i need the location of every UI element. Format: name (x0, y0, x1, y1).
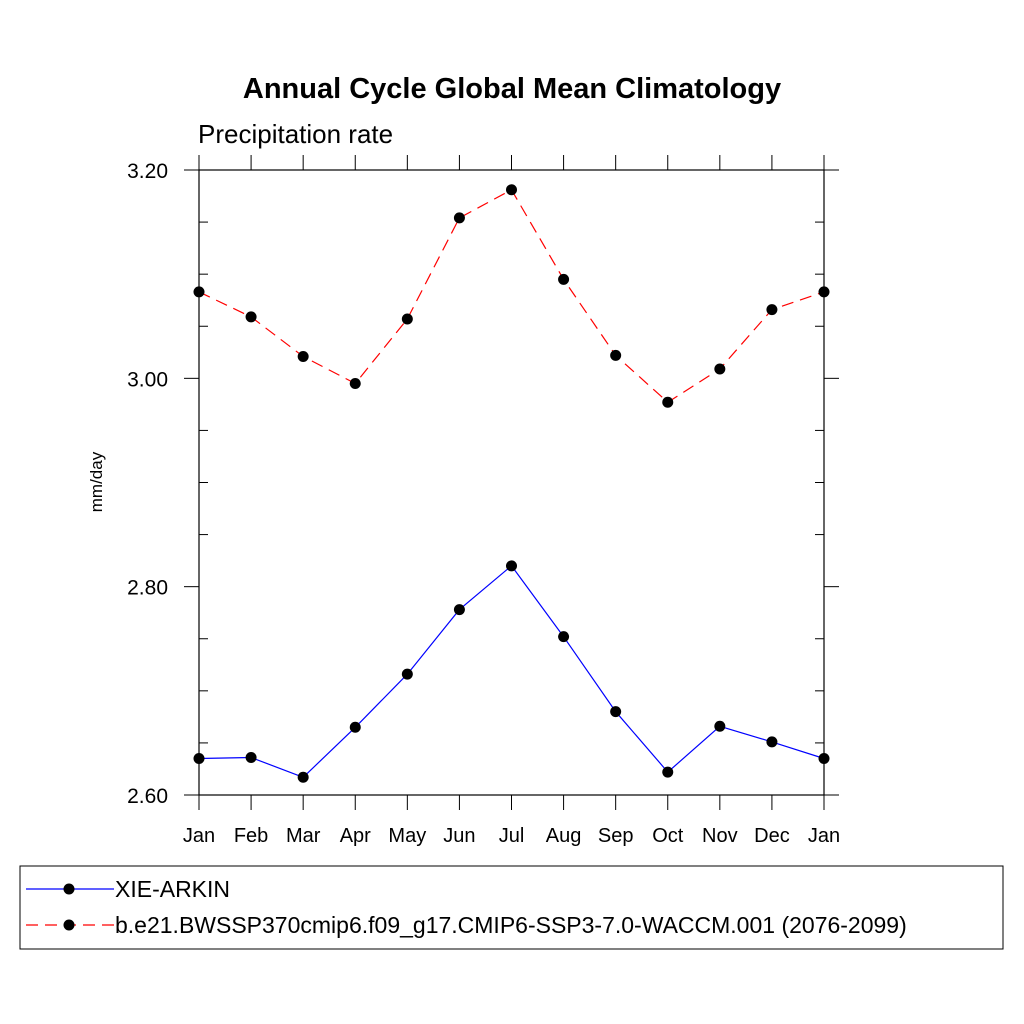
x-tick-label: May (388, 825, 426, 847)
x-tick-label: Feb (234, 825, 268, 847)
y-tick-label: 2.80 (127, 577, 168, 600)
series-1-point (453, 212, 465, 224)
series-0-point (662, 766, 674, 778)
x-tick-label: Jun (443, 825, 475, 847)
series-0-point (558, 631, 570, 643)
series-0-point (349, 721, 361, 733)
legend-label-0: XIE-ARKIN (115, 876, 230, 902)
x-tick-label: Oct (652, 825, 684, 847)
series-1-point (349, 378, 361, 390)
y-tick-label: 2.60 (127, 785, 168, 808)
series-0-point (193, 753, 205, 765)
series-layer (193, 184, 830, 783)
legend: XIE-ARKIN b.e21.BWSSP370cmip6.f09_g17.CMI… (26, 876, 907, 938)
series-1-point (297, 350, 309, 362)
series-1-point (401, 313, 413, 325)
series-0-point (610, 706, 622, 718)
x-tick-label: Mar (286, 825, 321, 847)
series-1-point (506, 184, 517, 196)
x-tick-label: Dec (754, 825, 790, 847)
y-axis-label: mm/day (87, 451, 106, 512)
legend-marker-0 (63, 883, 75, 895)
x-tick-label: Sep (598, 825, 634, 847)
legend-box (19, 865, 1004, 950)
axis-ticks: Jan Feb Mar Apr May Jun Jul Aug Sep Oct Nov Dec Jan 2… (127, 155, 840, 847)
y-tick-label: 3.00 (127, 368, 168, 391)
series-0-point (245, 752, 257, 763)
y-tick-label: 3.20 (127, 160, 168, 183)
series-1-point (818, 286, 830, 298)
series-1-point (714, 363, 726, 375)
chart-title: Annual Cycle Global Mean Climatology (243, 73, 781, 105)
series-line-1 (198, 188, 825, 404)
x-tick-label: Jan (183, 825, 215, 847)
legend-marker-1 (63, 919, 75, 931)
chart-subtitle: Precipitation rate (198, 119, 393, 149)
x-tick-label: Apr (340, 825, 371, 847)
legend-label-1: b.e21.BWSSP370cmip6.f09_g17.CMIP6-SSP3-7… (115, 912, 907, 938)
series-1-point (662, 396, 674, 408)
x-tick-label: Jan (808, 825, 840, 847)
plot-frame (198, 169, 825, 796)
series-1-point (610, 349, 622, 361)
series-1-point (766, 304, 778, 316)
series-1-point (193, 286, 205, 298)
x-tick-label: Nov (702, 825, 738, 847)
series-0-point (506, 560, 517, 572)
series-0-point (766, 736, 778, 748)
series-0-point (714, 720, 726, 732)
series-0-point (297, 771, 309, 783)
series-0-point (818, 753, 830, 765)
x-tick-label: Jul (499, 825, 525, 847)
series-line-0 (198, 564, 825, 778)
series-1-point (558, 273, 570, 285)
series-0-point (401, 668, 413, 680)
series-1-point (245, 311, 257, 323)
x-tick-label: Aug (546, 825, 582, 847)
series-0-point (453, 604, 465, 616)
